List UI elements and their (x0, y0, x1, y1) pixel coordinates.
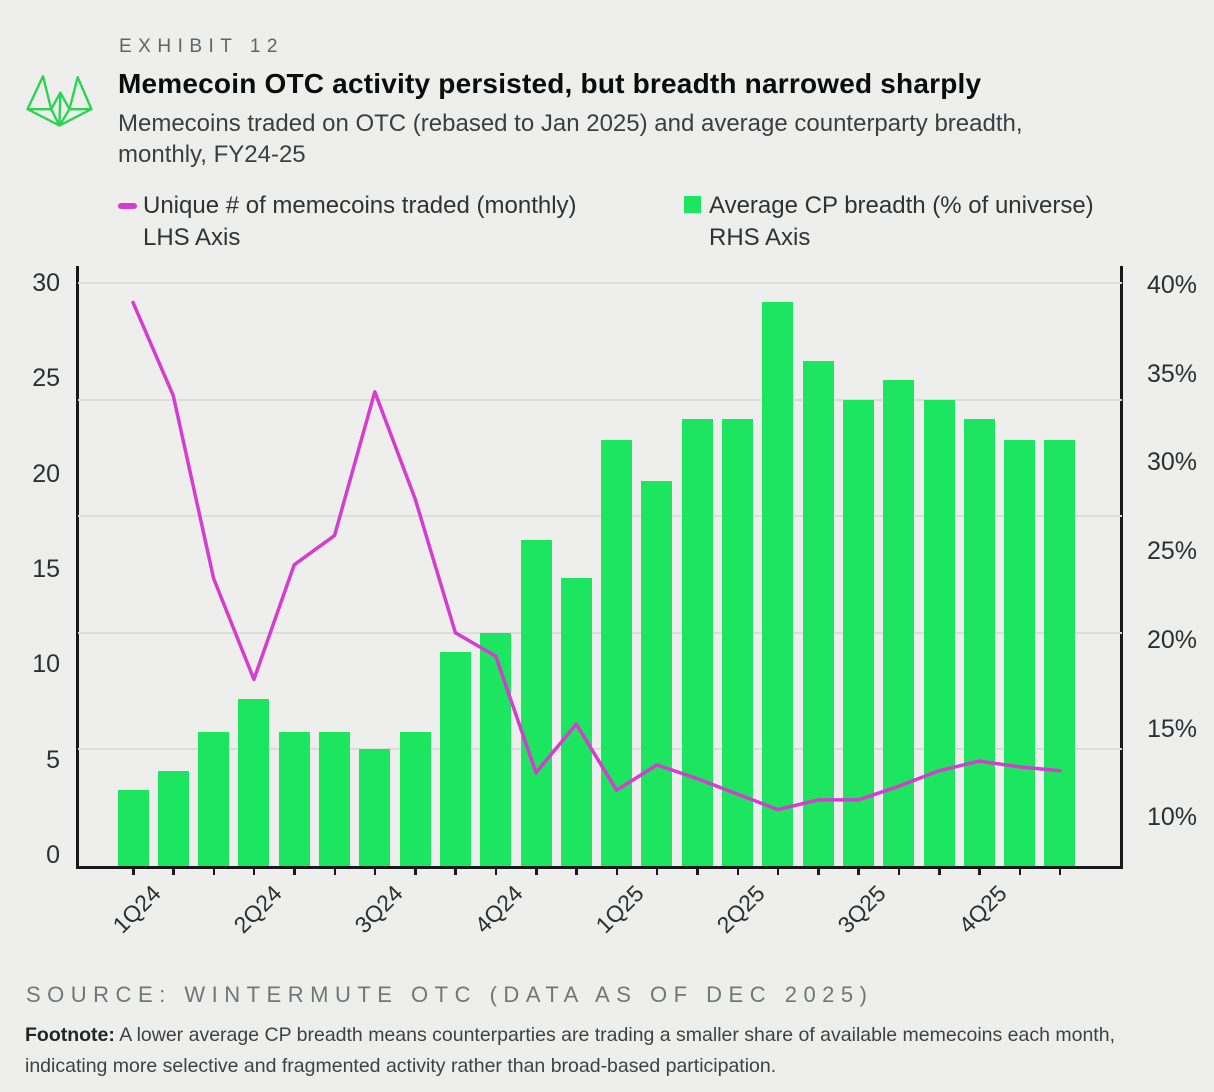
line-series-marker-icon (118, 203, 137, 209)
bar-Jan-25 (601, 440, 633, 866)
legend-bar-label: Average CP breadth (% of universe) (709, 192, 1094, 219)
lhs-tick-label: 5 (46, 745, 60, 774)
rhs-tick-label: 25% (1147, 537, 1198, 566)
lhs-tick-label: 10 (32, 650, 60, 679)
memecoins-trend-line (131, 300, 1062, 812)
bar-Jul-24 (359, 749, 391, 866)
rhs-tick-label: 20% (1147, 625, 1198, 654)
bar-Mar-25 (681, 419, 713, 866)
x-tick-mark (938, 869, 941, 875)
x-tick-mark (333, 869, 336, 875)
lhs-tick-label: 30 (32, 269, 60, 297)
rhs-tick-label: 40% (1147, 271, 1198, 299)
lhs-tick-label: 25 (32, 364, 60, 393)
bar-Apr-24 (238, 698, 270, 866)
gridline (78, 748, 1122, 751)
chart-subtitle-line1: Memecoins traded on OTC (rebased to Jan … (118, 110, 1023, 137)
lhs-tick-label: 0 (46, 840, 60, 869)
right-axis-line (1120, 266, 1123, 869)
x-tick-mark (1018, 869, 1022, 875)
x-tick-mark (575, 869, 578, 875)
plot-area (78, 282, 1122, 866)
x-tick-mark (454, 869, 457, 875)
bar-Feb-25 (641, 481, 673, 866)
bar-Oct-25 (963, 419, 995, 866)
x-tick-mark (817, 869, 820, 875)
x-tick-mark (252, 869, 256, 875)
x-tick-mark (172, 869, 175, 875)
bar-Nov-25 (1004, 440, 1036, 866)
x-tick-mark (857, 869, 860, 875)
brand-logo-icon (26, 75, 93, 127)
x-tick-label-3Q25: 3Q25 (832, 880, 891, 939)
source-text: SOURCE: WINTERMUTE OTC (DATA AS OF DEC 2… (26, 982, 874, 1007)
rhs-tick-label: 15% (1147, 714, 1198, 743)
legend-item-bar-series: Average CP breadth (% of universe) RHS A… (684, 190, 1094, 254)
footnote-body: A lower average CP breadth means counter… (25, 1024, 1115, 1077)
bar-Oct-24 (480, 632, 512, 866)
bar-Feb-24 (157, 770, 189, 866)
gridline (78, 398, 1122, 401)
x-tick-mark (494, 869, 498, 875)
x-tick-mark (696, 869, 699, 875)
x-tick-mark (978, 869, 981, 875)
bar-May-24 (278, 731, 310, 866)
rhs-tick-label: 35% (1147, 359, 1198, 388)
x-tick-label-1Q25: 1Q25 (590, 880, 649, 939)
bar-May-25 (762, 302, 794, 866)
bar-Aug-24 (399, 731, 431, 866)
gridline (78, 631, 1122, 634)
bar-Mar-24 (198, 731, 230, 866)
bar-Sep-25 (923, 399, 955, 866)
x-axis-line (77, 866, 1123, 869)
exhibit-number-label: EXHIBIT 12 (119, 36, 284, 57)
x-tick-mark (1058, 869, 1062, 875)
x-tick-label-4Q24: 4Q24 (469, 880, 529, 939)
x-tick-mark (776, 869, 780, 875)
gridline (78, 515, 1122, 518)
x-tick-label-2Q25: 2Q25 (711, 880, 770, 939)
bar-Nov-24 (520, 539, 552, 866)
x-tick-mark (212, 869, 216, 875)
x-tick-mark (535, 869, 538, 875)
x-tick-label-3Q24: 3Q24 (349, 880, 408, 939)
x-tick-mark (655, 869, 659, 875)
bar-series-marker-icon (684, 196, 701, 213)
bar-Jan-24 (117, 790, 149, 866)
x-tick-mark (897, 869, 901, 875)
x-tick-mark (293, 869, 296, 875)
bar-Dec-24 (560, 578, 592, 866)
x-tick-mark (615, 869, 619, 875)
footnote-text: Footnote: A lower average CP breadth mea… (25, 1020, 1200, 1082)
x-tick-label-1Q24: 1Q24 (107, 880, 166, 939)
x-tick-mark (736, 869, 739, 875)
x-tick-label-2Q24: 2Q24 (228, 880, 287, 939)
lhs-tick-label: 15 (32, 554, 60, 583)
legend-item-line-series: Unique # of memecoins traded (monthly) L… (118, 190, 577, 254)
rhs-tick-label: 30% (1147, 448, 1198, 477)
bar-Jul-25 (842, 399, 874, 866)
footnote-label: Footnote: (25, 1024, 115, 1046)
bar-Jun-25 (802, 360, 834, 866)
gridline (78, 282, 1122, 284)
chart-title: Memecoin OTC activity persisted, but bre… (118, 68, 982, 99)
x-tick-label-4Q25: 4Q25 (953, 880, 1012, 939)
left-axis-line (76, 266, 79, 869)
chart-subtitle: Memecoins traded on OTC (rebased to Jan … (118, 108, 1023, 170)
legend-line-label: Unique # of memecoins traded (monthly) (143, 192, 577, 219)
chart-subtitle-line2: monthly, FY24-25 (118, 141, 306, 168)
x-tick-mark (132, 869, 135, 875)
x-tick-mark (373, 869, 377, 875)
bar-Sep-24 (439, 652, 471, 866)
lhs-tick-label: 20 (32, 459, 60, 488)
x-tick-mark (414, 869, 417, 875)
legend-bar-sublabel: RHS Axis (709, 224, 811, 251)
legend-line-sublabel: LHS Axis (143, 224, 241, 251)
bar-Dec-25 (1044, 440, 1076, 866)
rhs-tick-label: 10% (1147, 803, 1198, 832)
bar-Jun-24 (319, 731, 350, 866)
